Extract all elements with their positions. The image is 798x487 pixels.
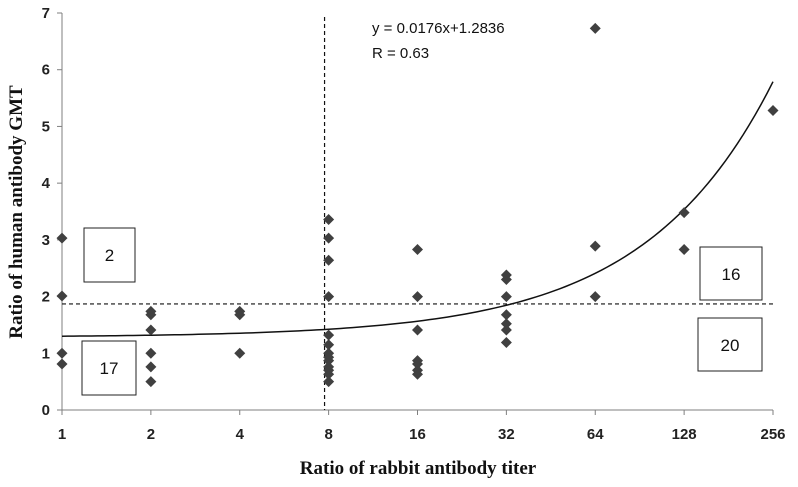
data-point	[323, 355, 335, 367]
data-point	[145, 309, 157, 321]
data-point	[145, 361, 157, 373]
quadrant-box-lower-right: 20	[697, 317, 763, 372]
y-tick-label: 5	[42, 118, 50, 135]
data-point	[678, 207, 690, 219]
y-tick-label: 7	[42, 5, 50, 22]
x-tick-label: 1	[58, 426, 66, 443]
quadrant-count-upper-left: 2	[105, 246, 114, 265]
data-point	[234, 309, 246, 321]
x-tick-label: 32	[498, 426, 515, 443]
r-value: R = 0.63	[372, 45, 429, 62]
data-point	[323, 329, 335, 341]
trendline-group	[61, 81, 774, 337]
data-point	[323, 213, 335, 225]
x-tick-label: 2	[147, 426, 155, 443]
data-point	[145, 324, 157, 336]
data-point	[500, 274, 512, 286]
x-tick-label: 64	[587, 426, 604, 443]
data-point	[500, 291, 512, 303]
x-tick-label: 128	[672, 426, 697, 443]
y-tick-label: 0	[42, 402, 50, 419]
quadrant-box-lower-left: 17	[81, 340, 137, 396]
quadrant-box-upper-right-frame	[699, 246, 763, 301]
x-axis-title: Ratio of rabbit antibody titer	[300, 458, 537, 479]
trendline	[61, 81, 774, 337]
quadrant-count-lower-right: 20	[721, 336, 740, 355]
data-point	[412, 368, 423, 380]
quadrant-count-upper-right: 16	[722, 265, 741, 284]
data-point	[500, 337, 512, 349]
data-point	[412, 291, 423, 303]
data-point	[56, 358, 68, 370]
x-tick-label: 4	[236, 426, 245, 443]
axes	[57, 12, 774, 415]
quadrant-box-upper-left: 2	[83, 227, 136, 283]
data-point	[323, 254, 335, 266]
y-tick-label: 6	[42, 62, 50, 79]
y-axis-title: Ratio of human antibody GMT	[6, 85, 27, 339]
data-point	[323, 376, 335, 388]
quadrant-box-upper-left-frame	[83, 227, 136, 283]
y-tick-label: 2	[42, 289, 50, 306]
data-point	[56, 290, 68, 302]
data-point	[323, 291, 335, 303]
data-point	[589, 240, 601, 252]
trendline-equation: y = 0.0176x+1.2836	[372, 20, 505, 37]
x-tick-label: 8	[324, 426, 332, 443]
data-point	[589, 291, 601, 303]
x-tick-label: 16	[409, 426, 426, 443]
data-point	[145, 376, 157, 388]
quadrant-box-lower-right-frame	[697, 317, 763, 372]
data-point	[500, 324, 512, 336]
reference-lines	[62, 17, 773, 410]
data-point	[145, 347, 157, 359]
quadrant-count-lower-left: 17	[100, 359, 119, 378]
data-point	[323, 339, 335, 351]
data-point	[767, 105, 779, 117]
data-point	[56, 347, 68, 359]
data-point	[678, 243, 690, 255]
data-point	[56, 232, 68, 244]
y-tick-label: 3	[42, 232, 50, 249]
data-point	[323, 232, 335, 244]
data-points	[56, 22, 779, 388]
quadrant-box-upper-right: 16	[699, 246, 763, 301]
data-point	[412, 358, 423, 370]
data-point	[500, 309, 512, 321]
data-point	[412, 324, 423, 336]
data-point	[323, 368, 335, 380]
y-tick-label: 4	[42, 175, 51, 192]
quadrant-box-lower-left-frame	[81, 340, 137, 396]
data-point	[234, 347, 246, 359]
y-tick-label: 1	[42, 345, 50, 362]
x-tick-label: 256	[760, 426, 785, 443]
data-point	[500, 318, 512, 330]
data-point	[589, 22, 601, 34]
data-point	[412, 243, 423, 255]
